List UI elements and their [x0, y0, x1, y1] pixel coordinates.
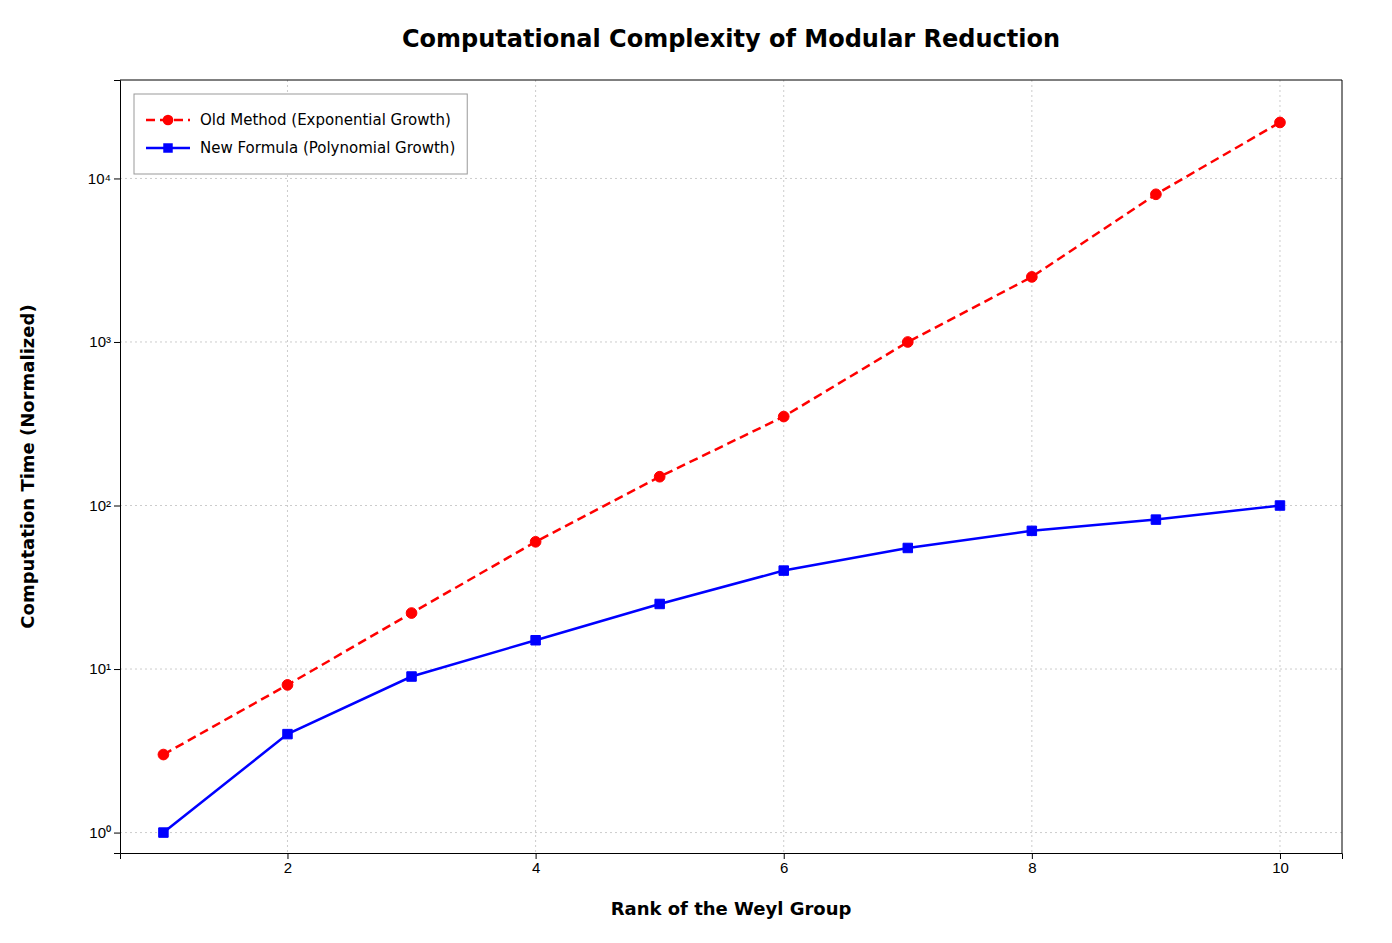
point-marker: [407, 672, 416, 681]
y-axis: 10⁰ 10¹ 10² 10³ 10⁴: [88, 81, 121, 854]
y-tick-label: 10²: [89, 497, 111, 514]
point-marker: [1275, 501, 1284, 510]
y-tick-mark: [114, 833, 120, 834]
x-tick-label: 6: [780, 859, 788, 876]
grid-line: [120, 669, 1342, 670]
plot-area: 2 4 6 8 10 10⁰ 10¹ 10² 10³ 10⁴ Old Method (Exponen…: [88, 80, 1343, 876]
y-tick-label: 10³: [89, 333, 111, 350]
frame-line: [1342, 80, 1343, 853]
legend-marker: [163, 143, 172, 152]
point-marker: [530, 536, 541, 547]
legend-marker: [163, 115, 174, 126]
point-marker: [1027, 526, 1036, 535]
legend: Old Method (Exponential Growth) New Formu…: [134, 94, 467, 174]
frame-line: [120, 80, 1342, 81]
x-axis-line: [121, 854, 1343, 860]
legend-item: Old Method (Exponential Growth): [146, 111, 451, 129]
point-marker: [1026, 272, 1037, 283]
point-marker: [778, 411, 789, 422]
x-tick-label: 8: [1028, 859, 1036, 876]
x-tick: 2: [284, 853, 292, 876]
legend-label: New Formula (Polynomial Growth): [200, 139, 455, 157]
grid-line: [535, 80, 536, 853]
chart-title: Computational Complexity of Modular Redu…: [402, 25, 1060, 53]
point-marker: [282, 680, 293, 691]
chart: 2 4 6 8 10 10⁰ 10¹ 10² 10³ 10⁴ Old Method (Exponen…: [0, 0, 1392, 943]
y-tick: 10¹: [89, 660, 120, 677]
y-tick-label: 10⁴: [88, 170, 111, 187]
x-tick-label: 4: [532, 859, 540, 876]
point-marker: [902, 337, 913, 348]
legend-box: [134, 94, 467, 174]
legend-label: Old Method (Exponential Growth): [200, 111, 451, 129]
y-tick: 10³: [89, 333, 120, 350]
point-marker: [1151, 515, 1160, 524]
grid-line: [1031, 80, 1032, 853]
grid-line: [120, 341, 1342, 342]
point-marker: [531, 636, 540, 645]
grid-line: [120, 832, 1342, 833]
series-line: [163, 506, 1280, 833]
x-tick-label: 10: [1272, 859, 1289, 876]
y-tick-label: 10⁰: [89, 824, 111, 841]
y-axis-line: [114, 81, 121, 854]
y-tick-mark: [114, 342, 120, 343]
grid-line: [120, 505, 1342, 506]
y-tick: 10²: [89, 497, 120, 514]
point-marker: [158, 749, 169, 760]
y-tick-label: 10¹: [89, 660, 111, 677]
point-marker: [1151, 189, 1162, 200]
y-tick: 10⁰: [89, 824, 120, 841]
x-tick: 4: [532, 853, 540, 876]
series-line: [163, 122, 1280, 754]
point-marker: [406, 608, 417, 619]
y-tick-mark: [114, 669, 120, 670]
grid-line: [783, 80, 784, 853]
grid-line: [120, 178, 1342, 179]
marks: [158, 117, 1285, 837]
y-tick-mark: [114, 506, 120, 507]
x-axis-title: Rank of the Weyl Group: [611, 898, 852, 919]
x-axis: 2 4 6 8 10: [121, 853, 1343, 876]
x-tick-label: 2: [284, 859, 292, 876]
point-marker: [159, 828, 168, 837]
y-tick: 10⁴: [88, 170, 120, 187]
point-marker: [654, 471, 665, 482]
x-tick: 10: [1272, 853, 1289, 876]
point-marker: [655, 599, 664, 608]
y-tick-mark: [114, 178, 120, 179]
x-tick: 6: [780, 853, 788, 876]
y-axis-title: Computation Time (Normalized): [17, 304, 38, 628]
point-marker: [1275, 117, 1286, 128]
x-tick: 8: [1028, 853, 1036, 876]
point-marker: [283, 729, 292, 738]
point-marker: [779, 566, 788, 575]
point-marker: [903, 543, 912, 552]
legend-item: New Formula (Polynomial Growth): [146, 139, 455, 157]
grid-line: [1279, 80, 1280, 853]
grid: [120, 80, 1342, 853]
